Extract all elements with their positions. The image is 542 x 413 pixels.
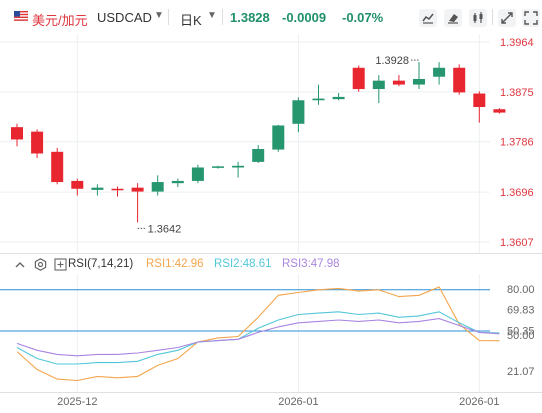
gear-icon[interactable] [34, 258, 47, 271]
time-axis: 2025-12 2026-01 2026-01 [57, 396, 499, 408]
rsi1-value: RSI1:42.96 [146, 258, 204, 270]
candle-up [212, 166, 224, 168]
draw-tools-icon[interactable] [468, 8, 488, 28]
candle-up [252, 149, 265, 162]
candle-up [191, 167, 204, 181]
divider [222, 9, 223, 25]
candle-down [131, 187, 144, 192]
rsi-tick-label: 50.35 [507, 326, 535, 338]
candle-down [392, 80, 405, 85]
candle-up [151, 182, 164, 192]
line-chart-icon[interactable] [418, 8, 438, 28]
rsi-level-lines [0, 289, 490, 332]
symbol-code[interactable]: USDCAD [97, 10, 152, 25]
date-tick-label: 2025-12 [57, 396, 97, 408]
candle-down [71, 180, 84, 189]
price-gridlines [0, 34, 542, 254]
pair-name[interactable]: 美元/加元 [32, 13, 88, 28]
plus-box-icon[interactable] [54, 258, 67, 271]
candle-up [232, 165, 245, 168]
price-tick-label: 1.3875 [500, 87, 534, 99]
price-change: -0.0009 [282, 10, 327, 25]
candle-up [312, 98, 325, 101]
candle-down [493, 109, 506, 113]
quote-header: 美元/加元 USDCAD ▼ 日K ▼ 1.3828 -0.0009 -0.07… [0, 0, 542, 34]
candle-up [272, 125, 285, 150]
period-selector[interactable]: 日K [180, 13, 202, 28]
chevron-up-icon[interactable] [14, 259, 26, 271]
rsi-gridlines [0, 274, 542, 393]
rsi-tick-label: 80.00 [507, 284, 535, 296]
candle-up [292, 100, 305, 124]
rsi-series [16, 286, 500, 382]
candles [11, 62, 506, 223]
price-tick-label: 1.3696 [500, 187, 534, 199]
candle-up [91, 187, 104, 190]
rsi-tick-label: 21.07 [507, 366, 535, 378]
rsi-tick-label: 69.83 [507, 305, 535, 317]
date-tick-label: 2026-01 [459, 396, 499, 408]
us-flag-icon [14, 11, 28, 21]
rsi-tick-label: 50.00 [507, 330, 535, 342]
rsi-legend: RSI(7,14,21) RSI1:42.96 RSI2:48.61 RSI3:… [0, 256, 542, 274]
date-tick-label: 2026-01 [278, 396, 318, 408]
candle-down [111, 188, 124, 191]
rsi-line-rsi2 [16, 311, 500, 365]
caret-down-icon[interactable]: ▼ [154, 10, 164, 21]
low-label: 1.3642 [148, 223, 182, 235]
candle-up [413, 78, 425, 85]
rsi2-value: RSI2:48.61 [214, 258, 272, 270]
rsi-line-rsi1 [16, 286, 500, 382]
caret-down-icon[interactable]: ▼ [207, 10, 217, 21]
candle-up [171, 180, 184, 184]
rsi3-value: RSI3:47.98 [282, 258, 340, 270]
candle-up [332, 96, 345, 100]
price-tick-label: 1.3607 [500, 237, 534, 249]
divider [492, 9, 493, 25]
candle-down [352, 67, 365, 90]
rsi-line-rsi3 [16, 318, 500, 357]
candle-up [433, 67, 446, 77]
erase-icon[interactable] [443, 8, 463, 28]
candle-up [372, 80, 385, 90]
price-change-percent: -0.07% [342, 10, 384, 25]
price-annotations: 1.3928 1.3642 [137, 55, 419, 235]
rsi-name: RSI(7,14,21) [68, 258, 134, 270]
high-label: 1.3928 [375, 55, 409, 67]
compare-icon[interactable] [497, 8, 517, 28]
candle-down [473, 93, 486, 107]
last-price: 1.3828 [230, 10, 270, 25]
price-axis: 1.3964 1.3875 1.3786 1.3696 1.3607 [500, 37, 534, 249]
price-tick-label: 1.3964 [500, 37, 534, 49]
candle-down [51, 151, 64, 183]
candle-down [453, 67, 466, 93]
price-tick-label: 1.3786 [500, 137, 534, 149]
candle-down [11, 127, 23, 140]
fullscreen-icon[interactable] [521, 8, 541, 28]
candle-down [31, 131, 44, 154]
divider [168, 9, 169, 25]
